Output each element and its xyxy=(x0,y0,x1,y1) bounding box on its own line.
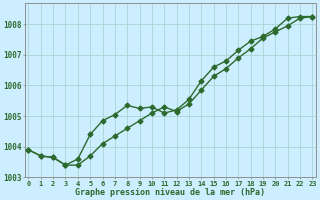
X-axis label: Graphe pression niveau de la mer (hPa): Graphe pression niveau de la mer (hPa) xyxy=(76,188,265,197)
